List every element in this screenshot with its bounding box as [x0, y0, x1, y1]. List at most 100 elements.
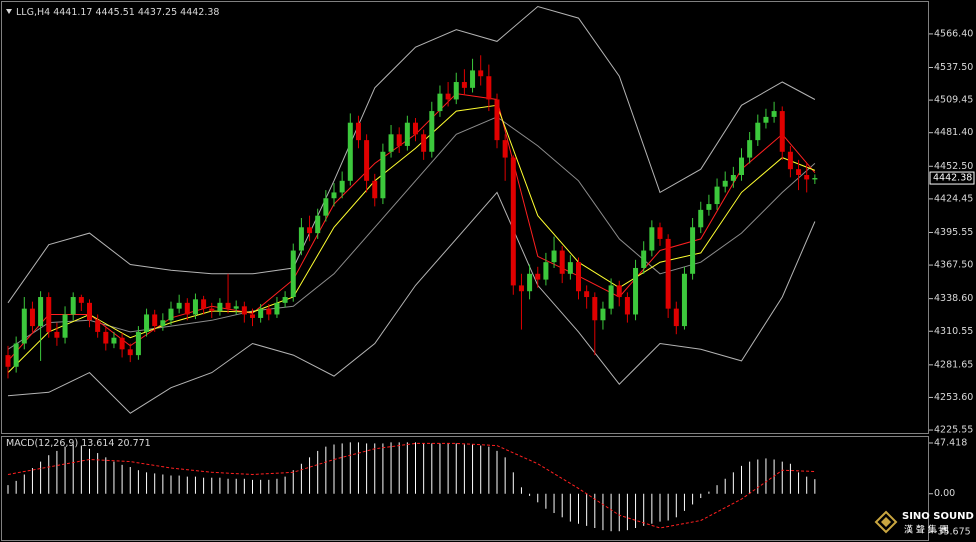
candle-body: [543, 262, 549, 280]
macd-header: MACD(12,26,9) 13.614 20.771: [6, 438, 151, 449]
macd-title: MACD(12,26,9): [6, 438, 78, 449]
current-price-label: 4442.38: [933, 173, 972, 184]
candle-body: [429, 111, 435, 152]
candle-body: [787, 151, 793, 170]
candle-body: [250, 314, 255, 318]
logo-name: SINO SOUND: [902, 511, 974, 522]
candle-body: [681, 273, 687, 327]
candle-body: [812, 178, 818, 180]
indicator-line: [7, 116, 816, 350]
y-tick-label: 4481.40: [934, 127, 973, 138]
candle-body: [478, 70, 484, 77]
candle-body: [421, 134, 427, 152]
candle-body: [739, 157, 744, 175]
candle-body: [804, 175, 810, 180]
symbol: LLG,H4: [16, 7, 50, 18]
candle-body: [771, 111, 777, 117]
candle-body: [657, 227, 663, 239]
candle-body: [510, 157, 516, 286]
y-tick-label: 4509.45: [934, 95, 973, 106]
candle-body: [355, 122, 361, 141]
candle-body: [608, 285, 614, 309]
candle-body: [339, 180, 345, 193]
y-tick-label: 47.418: [934, 437, 967, 448]
high-value: 4445.51: [96, 7, 135, 18]
candle-body: [103, 331, 109, 344]
candle-body: [135, 331, 141, 356]
candle-body: [796, 169, 802, 175]
candle-body: [404, 122, 410, 146]
candle-body: [755, 122, 761, 141]
y-tick-label: 4566.40: [934, 28, 973, 39]
candle-body: [62, 314, 68, 338]
candle-body: [307, 227, 313, 234]
candle-body: [690, 227, 696, 274]
candle-body: [413, 122, 418, 135]
candle-body: [592, 297, 598, 321]
y-tick-label: 0.00: [934, 488, 955, 499]
candle-body: [160, 320, 166, 327]
y-tick-label: 4367.50: [934, 260, 973, 271]
candle-body: [559, 250, 565, 274]
candle-body: [722, 180, 728, 187]
candle-body: [315, 215, 321, 234]
candle-body: [54, 331, 60, 338]
candle-body: [282, 297, 288, 303]
price-header: LLG,H4 4441.17 4445.51 4437.25 4442.38: [16, 7, 219, 18]
low-value: 4437.25: [138, 7, 177, 18]
candle-body: [266, 308, 272, 315]
current-price-box: [929, 171, 975, 185]
candle-body: [192, 299, 198, 315]
indicator-line: [7, 5, 816, 304]
candle-body: [779, 111, 785, 152]
candle-body: [527, 273, 533, 292]
y-tick-label: 4310.55: [934, 326, 973, 337]
logo-subtitle: 漢 聲 集 團: [904, 524, 949, 536]
candle-body: [168, 308, 174, 321]
candle-body: [111, 337, 117, 344]
y-tick-label: 4281.65: [934, 359, 973, 370]
candle-body: [176, 302, 182, 309]
candle-body: [461, 82, 467, 88]
candle-body: [144, 314, 150, 332]
candle-body: [551, 250, 557, 263]
y-tick-label: 4338.60: [934, 293, 973, 304]
candle-body: [665, 238, 671, 309]
candle-body: [567, 262, 573, 274]
candle-body: [470, 70, 476, 88]
signal-line: [7, 442, 815, 529]
open-value: 4441.17: [53, 7, 92, 18]
candle-body: [70, 297, 76, 315]
candle-body: [763, 116, 769, 123]
candle-body: [87, 302, 92, 321]
candle-body: [624, 297, 630, 315]
candle-body: [453, 82, 459, 100]
candle-body: [633, 267, 639, 315]
candle-body: [241, 306, 247, 315]
candle-body: [486, 76, 492, 100]
candle-body: [21, 308, 27, 344]
candle-body: [380, 151, 386, 199]
y-tick-label: 4537.50: [934, 62, 973, 73]
close-value: 4442.38: [180, 7, 219, 18]
menu-arrow[interactable]: [6, 9, 12, 14]
candle-body: [706, 204, 712, 210]
candle-body: [600, 308, 606, 321]
candle-body: [201, 299, 207, 309]
y-tick-label: 4395.55: [934, 227, 973, 238]
y-tick-label: 4452.50: [934, 161, 973, 172]
candle-body: [38, 297, 44, 327]
candle-body: [747, 140, 753, 158]
candle-body: [29, 308, 35, 327]
candle-body: [584, 291, 590, 298]
candle-body: [396, 134, 402, 146]
candle-body: [388, 134, 394, 152]
y-tick-label: 4225.55: [934, 425, 973, 436]
candle-body: [209, 308, 215, 311]
candle-body: [152, 314, 158, 327]
candle-body: [714, 186, 720, 205]
y-tick-label: 4424.45: [934, 193, 973, 204]
candle-body: [437, 93, 443, 112]
candle-body: [78, 297, 84, 303]
candle-body: [119, 337, 125, 350]
